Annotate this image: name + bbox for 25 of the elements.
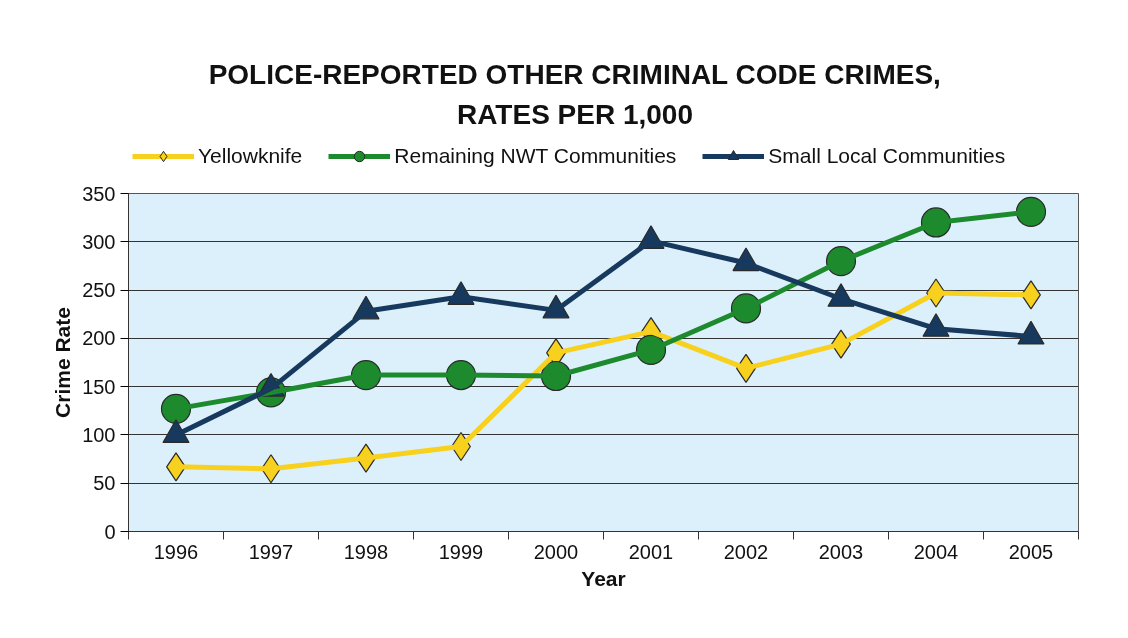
point (1015, 196, 1047, 227)
y-tick-label: 50 (93, 472, 116, 495)
x-tick-label: 2004 (913, 540, 959, 563)
x-tick-label: 1998 (343, 540, 389, 563)
y-tick-label: 250 (82, 279, 116, 302)
x-tick-label: 2001 (628, 540, 674, 563)
x-tick-label: 2000 (533, 540, 579, 563)
legend-label: Small Local Communities (768, 144, 1006, 168)
y-axis-title: Crime Rate (51, 307, 75, 418)
legend-label: Yellowknife (198, 144, 303, 168)
y-tick-label: 200 (82, 327, 116, 350)
y-tick-label: 300 (82, 230, 116, 253)
y-tick-label: 350 (82, 182, 116, 205)
x-tick-label: 1997 (248, 540, 294, 563)
x-tick-label: 2005 (1008, 540, 1054, 563)
y-tick-label: 0 (104, 520, 116, 543)
y-tick-label: 150 (82, 375, 116, 398)
x-tick-label: 1996 (153, 540, 199, 563)
y-tick-label: 100 (82, 423, 116, 446)
x-tick-label: 1999 (438, 540, 484, 563)
x-tick-label: 2002 (723, 540, 769, 563)
x-tick-label: 2003 (818, 540, 864, 563)
x-axis-title: Year (581, 566, 626, 590)
chart-title: POLICE-REPORTED OTHER CRIMINAL CODE CRIMES, RATES PER 1,000 (208, 59, 941, 131)
legend-label: Remaining NWT Communities (394, 144, 677, 168)
